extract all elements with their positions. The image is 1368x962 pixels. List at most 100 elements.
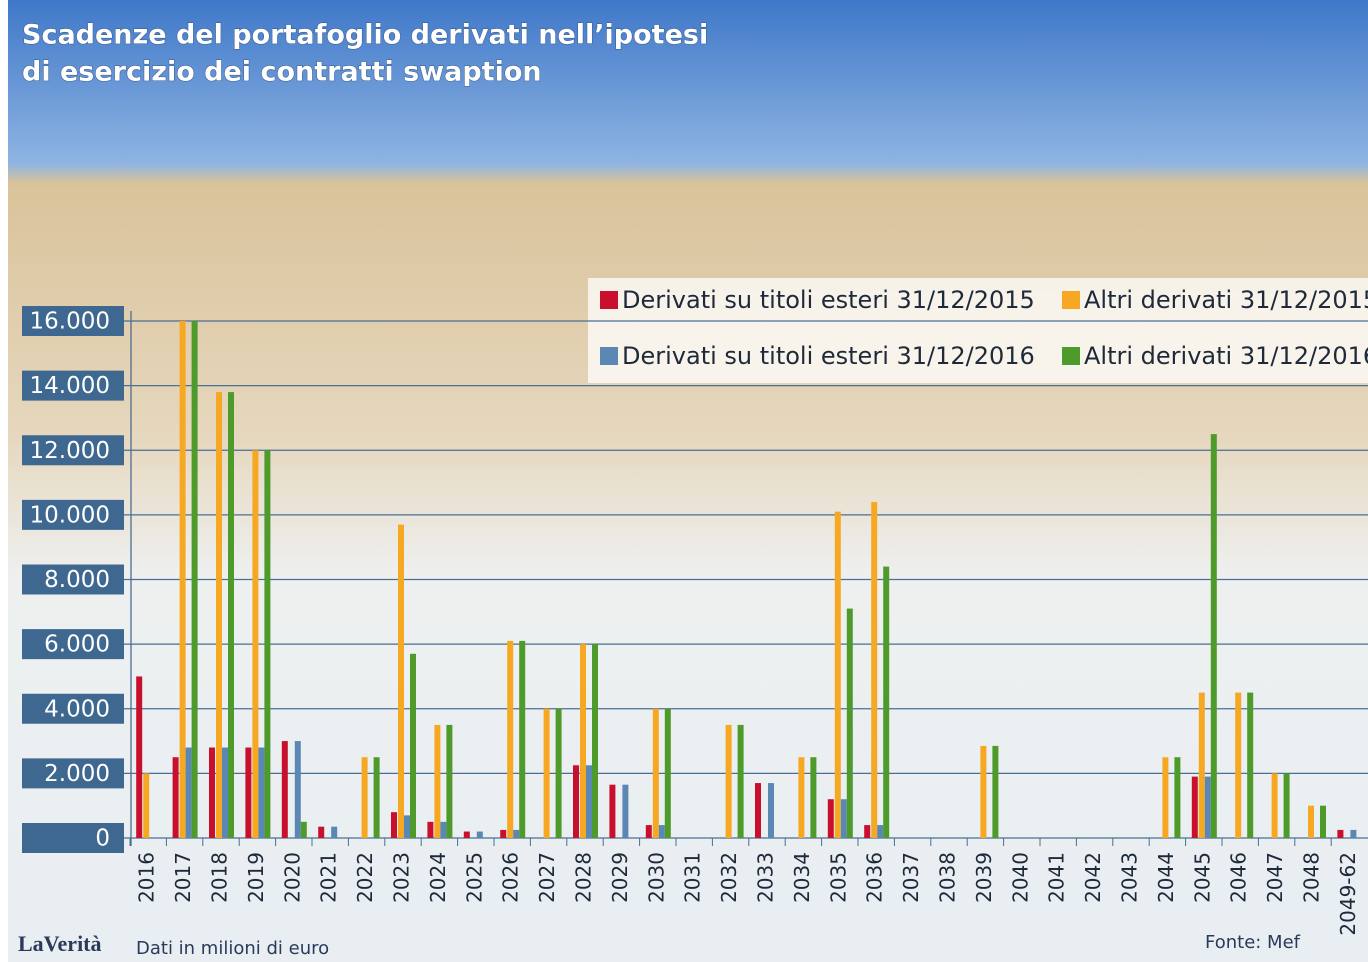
x-tick-label: 2042 [1081,852,1105,903]
x-tick-label: 2024 [426,852,450,903]
bar [222,748,228,838]
bar [500,830,506,838]
x-tick-label: 2020 [280,852,304,903]
bar [427,822,433,838]
bar [331,827,337,838]
bar [586,765,592,838]
chart: Scadenze del portafoglio derivati nell’i… [0,0,1368,962]
bar [513,830,519,838]
page: Scadenze del portafoglio derivati nell’i… [0,0,1368,962]
bar [1162,757,1168,838]
legend-label: Altri derivati 31/12/2016 [1084,342,1368,370]
bar [1308,806,1314,838]
bar [592,644,598,838]
y-tick-label: 8.000 [44,567,110,593]
x-tick-label: 2048 [1300,852,1324,903]
source: Fonte: Mef [1205,932,1301,953]
bar [404,815,410,838]
bar [841,799,847,838]
bar [755,783,761,838]
bar [143,773,149,838]
bar [646,825,652,838]
bar [622,785,628,838]
bar [580,644,586,838]
note: Dati in milioni di euro [136,938,329,959]
x-tick-label: 2034 [790,852,814,903]
x-tick-label: 2023 [390,852,414,903]
bar [1205,777,1211,838]
legend-swatch [600,347,618,365]
bar [1284,773,1290,838]
y-tick-label: 16.000 [30,309,110,335]
bar [186,748,192,838]
bar [835,512,841,838]
x-tick-label: 2027 [535,852,559,903]
x-tick-label: 2030 [644,852,668,903]
bar [980,746,986,838]
x-tick-label: 2043 [1118,852,1142,903]
bar [726,725,732,838]
chart-title: Scadenze del portafoglio derivati nell’i… [22,20,708,51]
x-tick-label: 2049-62 [1336,852,1360,936]
bar [1211,434,1217,838]
bar [362,757,368,838]
legend-swatch [1062,347,1080,365]
chart-title: di esercizio dei contratti swaption [22,57,542,88]
y-tick-label: 4.000 [44,696,110,722]
y-tick-label: 2.000 [44,761,110,787]
x-tick-label: 2022 [353,852,377,903]
bar [665,709,671,838]
bar [992,746,998,838]
y-tick-label: 0 [95,826,110,852]
bar [252,450,258,838]
legend-swatch [600,291,618,309]
bar [653,709,659,838]
bar [245,748,251,838]
bar [798,757,804,838]
y-tick-label: 14.000 [30,373,110,399]
bar [1272,773,1278,838]
bar [258,748,264,838]
bar [301,822,307,838]
x-tick-label: 2039 [972,852,996,903]
bar [180,321,186,838]
x-tick-label: 2029 [608,852,632,903]
bar [1320,806,1326,838]
bar [374,757,380,838]
bar [544,709,550,838]
bar [519,641,525,838]
bar [1192,777,1198,838]
bar [828,799,834,838]
bar [609,785,615,838]
bar [216,392,222,838]
x-tick-label: 2046 [1227,852,1251,903]
x-tick-label: 2044 [1154,852,1178,903]
bar [507,641,513,838]
bar [173,757,179,838]
bar [192,321,198,838]
bar [295,741,301,838]
y-tick-label: 6.000 [44,632,110,658]
x-tick-label: 2018 [208,852,232,903]
legend-label: Altri derivati 31/12/2015 [1084,286,1368,314]
bar [1174,757,1180,838]
x-tick-label: 2021 [317,852,341,903]
bar [871,502,877,838]
legend-label: Derivati su titoli esteri 31/12/2016 [622,342,1035,370]
legend-label: Derivati su titoli esteri 31/12/2015 [622,286,1035,314]
border [0,0,8,962]
x-tick-label: 2040 [1008,852,1032,903]
bar [318,827,324,838]
bar [738,725,744,838]
bar [434,725,440,838]
x-tick-label: 2037 [899,852,923,903]
bar [477,832,483,838]
bar [1199,693,1205,838]
x-tick-label: 2019 [244,852,268,903]
x-tick-label: 2041 [1045,852,1069,903]
y-tick-label: 10.000 [30,502,110,528]
bar [446,725,452,838]
bar [768,783,774,838]
bar [282,741,288,838]
x-tick-label: 2033 [754,852,778,903]
